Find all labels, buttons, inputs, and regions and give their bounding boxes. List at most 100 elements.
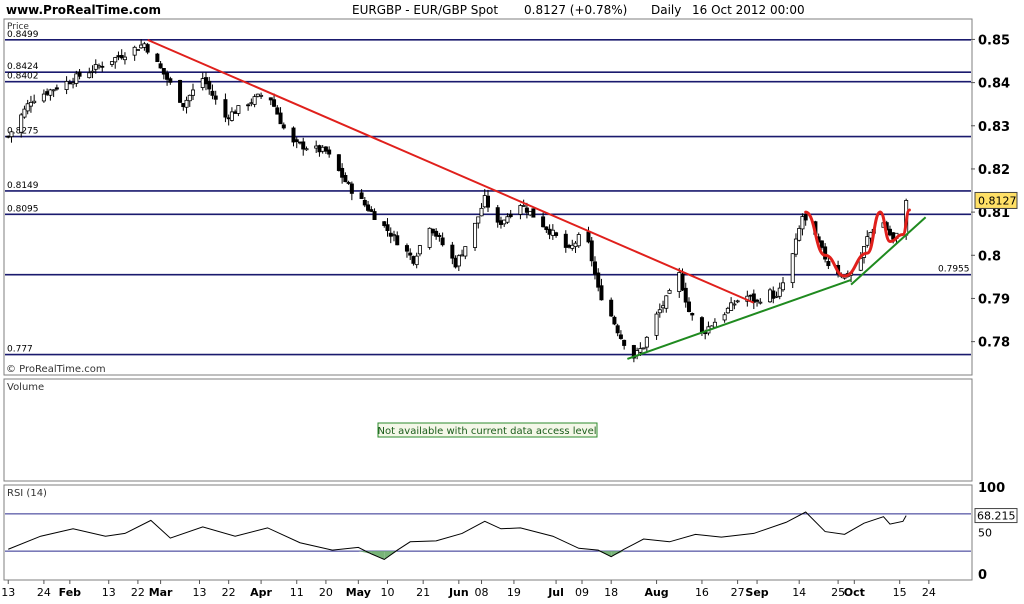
candle-body: [210, 90, 215, 96]
period: Daily: [651, 3, 681, 17]
candle-body: [495, 207, 500, 223]
candle-body: [385, 224, 390, 232]
price-panel-title: Price: [7, 22, 29, 32]
candle-body: [531, 208, 536, 218]
candle-body: [22, 108, 27, 118]
candle-body: [518, 205, 523, 215]
rsi-tick-label: 100: [978, 481, 1005, 496]
candle-body: [479, 207, 484, 217]
candle-body: [349, 183, 354, 194]
rsi-panel-frame: [3, 484, 973, 581]
candle-body: [369, 209, 374, 212]
candle-body: [622, 339, 627, 346]
candle-body: [77, 71, 82, 77]
candle-body: [771, 290, 776, 299]
candle-body: [599, 285, 604, 301]
candle-body: [735, 300, 740, 303]
candle-body: [236, 105, 241, 114]
candle-body: [547, 228, 552, 235]
candle-body: [54, 87, 59, 90]
uptrend-line: [627, 278, 852, 360]
candle-body: [213, 95, 218, 100]
y-tick-label: 0.82: [978, 163, 1010, 178]
candle-body: [823, 246, 828, 260]
candle-body: [87, 72, 92, 79]
candle-body: [729, 302, 734, 311]
candle-body: [275, 107, 280, 115]
candle-body: [281, 124, 286, 129]
candle-body: [570, 244, 575, 249]
candle-body: [272, 99, 277, 107]
candle-body: [683, 287, 688, 303]
candle-body: [135, 49, 140, 51]
candle-body: [268, 97, 273, 101]
candle-body: [567, 245, 572, 248]
x-tick-label: 24: [922, 586, 936, 599]
y-tick-label: 0.79: [978, 292, 1010, 307]
x-tick-label: 20: [319, 586, 333, 599]
candle-body: [51, 89, 56, 92]
watermark: © ProRealTime.com: [6, 364, 106, 375]
candle-body: [576, 234, 581, 247]
candle-body: [440, 237, 445, 246]
candle-body: [573, 242, 578, 247]
level-label: 0.8499: [7, 30, 39, 40]
candle-body: [505, 216, 510, 223]
timestamp: 16 Oct 2012 00:00: [692, 3, 805, 17]
site-url[interactable]: www.ProRealTime.com: [6, 3, 161, 17]
x-tick-label: 14: [792, 586, 806, 599]
candle-body: [586, 231, 591, 243]
candle-body: [793, 238, 798, 255]
candle-body: [97, 65, 102, 68]
candle-body: [327, 149, 332, 155]
candle-body: [145, 44, 150, 53]
x-tick-label: 22: [222, 586, 236, 599]
candle-body: [203, 77, 208, 85]
y-tick-label: 0.81: [978, 206, 1010, 221]
x-tick-label: 13: [1, 586, 15, 599]
candle-body: [508, 213, 513, 217]
candle-body: [229, 111, 234, 121]
candle-body: [758, 301, 763, 304]
candle-body: [453, 257, 458, 268]
candle-body: [343, 175, 348, 183]
volume-panel-title: Volume: [7, 382, 44, 393]
rsi-value-badge: [974, 508, 1018, 524]
candle-body: [294, 139, 299, 143]
x-tick-label: Mar: [149, 586, 173, 599]
candle-body: [9, 131, 14, 138]
candle-body: [161, 68, 166, 75]
candle-body: [291, 127, 296, 143]
candle-body: [395, 235, 400, 246]
candle-body: [657, 309, 662, 314]
candle-body: [550, 229, 555, 236]
candle-body: [641, 347, 646, 350]
candle-body: [612, 316, 617, 325]
candle-body: [502, 219, 507, 225]
rsi-plot: 0 50 100 68.215: [5, 481, 1018, 583]
candle-body: [615, 325, 620, 334]
candle-body: [690, 312, 695, 316]
candle-body: [456, 255, 461, 267]
y-tick-label: 0.83: [978, 120, 1010, 135]
candle-body: [314, 145, 319, 149]
x-tick-label: May: [346, 586, 371, 599]
candle-body: [563, 233, 568, 248]
candle-body: [32, 100, 37, 104]
candle-body: [391, 234, 396, 237]
candle-body: [790, 253, 795, 284]
rsi-line: [8, 511, 907, 561]
candle-body: [165, 72, 170, 80]
x-tick-label: 24: [37, 586, 51, 599]
candle-body: [71, 82, 76, 85]
x-tick-label: 21: [416, 586, 430, 599]
candle-body: [554, 232, 559, 236]
candle-body: [109, 61, 114, 65]
candle-body: [382, 221, 387, 226]
candle-body: [372, 211, 377, 220]
candle-body: [226, 117, 231, 120]
rsi-tick-label: 50: [978, 527, 992, 540]
volume-notice-box: [377, 422, 598, 438]
